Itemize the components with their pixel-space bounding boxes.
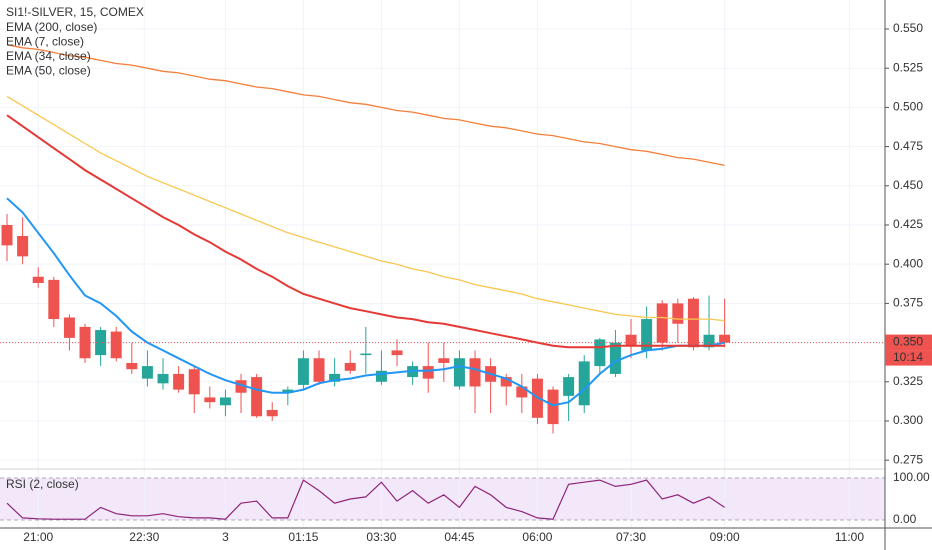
y-tick-label: 0.525 [893, 60, 923, 74]
y-tick-label: 0.450 [893, 178, 923, 192]
candle-body [376, 371, 387, 382]
candle-body [719, 335, 730, 343]
candle-body [657, 303, 668, 342]
candle-body [64, 317, 75, 337]
candle-body [688, 299, 699, 348]
last-price-label: 0.350 [893, 335, 923, 349]
y-tick-label: 0.425 [893, 217, 923, 231]
candle-body [204, 397, 215, 402]
candle-body [610, 343, 621, 374]
candle-body [314, 358, 325, 382]
candle-body [454, 358, 465, 386]
rsi-title: RSI (2, close) [6, 477, 79, 491]
legend-entry: EMA (50, close) [6, 64, 91, 78]
y-tick-label: 0.500 [893, 100, 923, 114]
candle-body [626, 335, 637, 346]
candle-body [392, 350, 403, 355]
candle-body [111, 332, 122, 359]
candle-body [267, 410, 278, 416]
y-tick-label: 0.275 [893, 452, 923, 466]
x-tick-label: 04:45 [444, 530, 474, 544]
candle-body [438, 358, 449, 363]
rsi-tick-label: 100.00 [893, 470, 930, 484]
countdown-label: 10:14 [893, 350, 923, 364]
x-tick-label: 11:00 [835, 530, 864, 544]
candle-body [220, 397, 231, 405]
candle-body [173, 374, 184, 390]
rsi-tick-label: 0.00 [893, 512, 917, 526]
y-tick-label: 0.325 [893, 374, 923, 388]
y-tick-label: 0.550 [893, 21, 923, 35]
y-tick-label: 0.475 [893, 139, 923, 153]
background [0, 0, 932, 550]
y-tick-label: 0.375 [893, 296, 923, 310]
candle-body [48, 280, 59, 319]
x-tick-label: 03:30 [366, 530, 396, 544]
legend-entry: EMA (34, close) [6, 49, 91, 63]
x-tick-label: 22:30 [129, 530, 159, 544]
candle-body [345, 363, 356, 371]
x-tick-label: 3 [222, 530, 229, 544]
candle-body [360, 354, 371, 356]
legend-entry: EMA (200, close) [6, 20, 97, 34]
candle-body [423, 366, 434, 379]
chart-title: SI1!-SILVER, 15, COMEX [6, 5, 144, 19]
x-tick-label: 09:00 [710, 530, 740, 544]
x-tick-label: 21:00 [23, 530, 53, 544]
candle-body [594, 339, 605, 366]
chart: 21:00 22:30 3 01:15 03:30 04:45 06:00 07:30 09:0… [0, 0, 932, 550]
y-tick-label: 0.400 [893, 256, 923, 270]
x-tick-label: 06:00 [522, 530, 552, 544]
x-tick-label: 07:30 [616, 530, 646, 544]
candle-body [142, 366, 153, 379]
legend-entry: EMA (7, close) [6, 35, 84, 49]
candle-body [470, 358, 481, 386]
candle-body [672, 303, 683, 323]
candle-body [189, 369, 200, 394]
rsi-band [0, 478, 885, 520]
candle-body [33, 277, 44, 283]
candle-body [17, 236, 28, 256]
candle-body [579, 361, 590, 405]
candle-body [298, 358, 309, 385]
candle-body [251, 377, 262, 416]
y-tick-label: 0.300 [893, 413, 923, 427]
candle-body [126, 363, 137, 369]
candle-body [563, 377, 574, 396]
x-tick-label: 01:15 [288, 530, 318, 544]
candle-body [2, 225, 13, 245]
candle-body [548, 390, 559, 424]
candle-body [158, 374, 169, 383]
